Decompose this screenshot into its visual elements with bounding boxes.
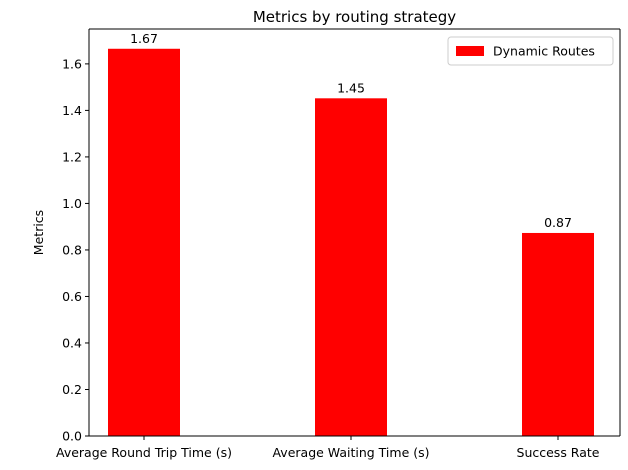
y-tick-label-0: 0.0 (62, 429, 82, 444)
legend-box (447, 36, 614, 66)
y-tick-label-3: 0.6 (62, 289, 82, 304)
bar-2 (315, 98, 387, 437)
y-tick-label-5: 1.0 (62, 196, 82, 211)
x-tick-label-3: Success Rate (517, 445, 600, 460)
bar-1 (108, 48, 180, 437)
data-label-3: 0.87 (544, 215, 572, 230)
legend: Dynamic Routes (447, 36, 614, 66)
y-tick-label-2: 0.4 (62, 335, 82, 350)
y-tick-label-6: 1.2 (62, 149, 82, 164)
legend-swatch (456, 46, 484, 56)
y-tick-label-1: 0.2 (62, 382, 82, 397)
data-label-1: 1.67 (130, 31, 158, 46)
legend-label: Dynamic Routes (493, 44, 595, 59)
x-tick-label-2: Average Waiting Time (s) (272, 445, 429, 460)
chart-title: Metrics by routing strategy (253, 8, 456, 26)
plot-area: 1.67 1.45 0.87 0.0 0.2 0.4 0.6 0.8 1.0 1.2 1.4 1.6 A… (56, 28, 621, 460)
y-tick-label-8: 1.6 (62, 56, 82, 71)
y-tick-label-4: 0.8 (62, 242, 82, 257)
data-label-2: 1.45 (337, 80, 365, 95)
bar-3 (522, 232, 594, 436)
y-tick-label-7: 1.4 (62, 103, 82, 118)
x-tick-label-1: Average Round Trip Time (s) (56, 445, 232, 460)
y-axis-title: Metrics (31, 210, 46, 255)
